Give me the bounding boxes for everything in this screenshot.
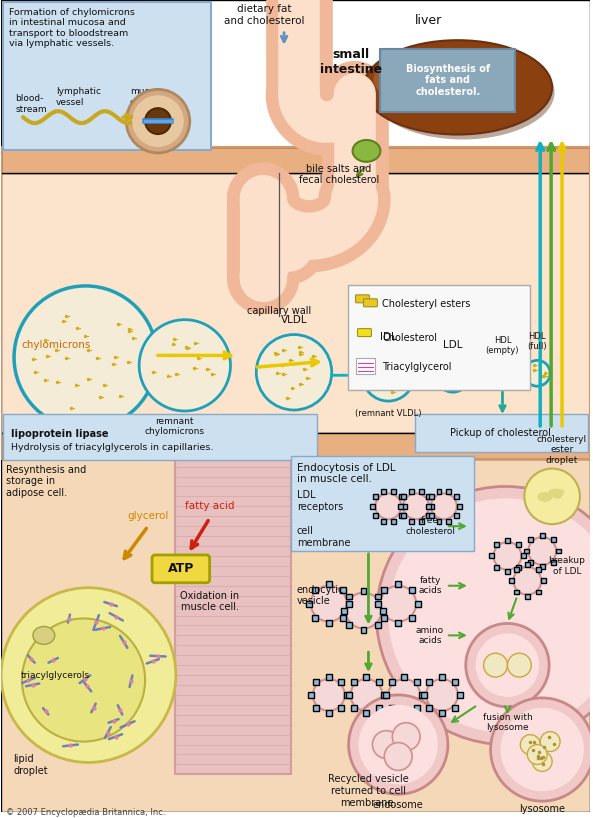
Circle shape xyxy=(139,320,231,411)
FancyBboxPatch shape xyxy=(514,590,518,595)
FancyBboxPatch shape xyxy=(340,587,346,592)
FancyBboxPatch shape xyxy=(429,504,435,509)
FancyBboxPatch shape xyxy=(306,600,312,607)
Text: cholesteryl
ester
droplet: cholesteryl ester droplet xyxy=(537,435,587,465)
FancyBboxPatch shape xyxy=(401,513,406,518)
Text: lymphatic
vessel: lymphatic vessel xyxy=(56,88,101,107)
Circle shape xyxy=(372,730,400,758)
FancyBboxPatch shape xyxy=(494,564,499,569)
Text: Cholesterol: Cholesterol xyxy=(382,333,438,343)
FancyBboxPatch shape xyxy=(415,414,588,452)
Text: © 2007 Encyclopædia Britannica, Inc.: © 2007 Encyclopædia Britannica, Inc. xyxy=(6,808,165,817)
FancyBboxPatch shape xyxy=(291,456,474,551)
FancyBboxPatch shape xyxy=(452,704,458,711)
Text: triacylglycerols: triacylglycerols xyxy=(21,671,90,680)
FancyBboxPatch shape xyxy=(516,542,521,547)
FancyBboxPatch shape xyxy=(447,519,451,524)
FancyBboxPatch shape xyxy=(419,488,423,494)
Text: VLDL: VLDL xyxy=(280,315,307,325)
Text: small
intestine: small intestine xyxy=(320,47,382,75)
FancyBboxPatch shape xyxy=(536,567,541,572)
FancyBboxPatch shape xyxy=(391,519,396,524)
FancyBboxPatch shape xyxy=(358,329,371,336)
FancyBboxPatch shape xyxy=(375,600,381,607)
FancyBboxPatch shape xyxy=(375,622,381,627)
FancyBboxPatch shape xyxy=(409,519,414,524)
FancyBboxPatch shape xyxy=(340,608,347,614)
Text: lysosome: lysosome xyxy=(519,804,565,814)
Text: amino
acids: amino acids xyxy=(416,626,444,645)
FancyBboxPatch shape xyxy=(351,679,357,685)
Text: fatty
acids: fatty acids xyxy=(418,576,442,596)
FancyBboxPatch shape xyxy=(326,710,331,716)
Circle shape xyxy=(377,487,593,744)
Ellipse shape xyxy=(33,627,55,645)
Circle shape xyxy=(508,654,531,677)
FancyBboxPatch shape xyxy=(514,567,518,572)
FancyBboxPatch shape xyxy=(346,692,352,698)
Text: free
cholesterol: free cholesterol xyxy=(405,516,455,536)
Ellipse shape xyxy=(353,140,380,162)
Circle shape xyxy=(540,731,560,752)
Circle shape xyxy=(145,108,171,134)
Circle shape xyxy=(359,705,438,784)
FancyBboxPatch shape xyxy=(381,488,386,494)
FancyBboxPatch shape xyxy=(356,294,369,303)
Circle shape xyxy=(393,723,420,751)
Circle shape xyxy=(313,679,345,711)
FancyBboxPatch shape xyxy=(447,488,451,494)
FancyBboxPatch shape xyxy=(381,587,387,592)
FancyBboxPatch shape xyxy=(308,692,314,698)
Circle shape xyxy=(132,96,184,147)
Text: Formation of chylomicrons
in intestinal mucosa and
transport to bloodstream
via : Formation of chylomicrons in intestinal … xyxy=(9,8,135,48)
FancyBboxPatch shape xyxy=(326,621,331,627)
FancyBboxPatch shape xyxy=(339,679,345,685)
FancyBboxPatch shape xyxy=(3,2,211,150)
FancyBboxPatch shape xyxy=(454,513,459,518)
Circle shape xyxy=(256,335,331,410)
FancyBboxPatch shape xyxy=(419,692,425,698)
FancyBboxPatch shape xyxy=(457,692,463,698)
FancyBboxPatch shape xyxy=(414,679,420,685)
FancyBboxPatch shape xyxy=(376,679,382,685)
FancyBboxPatch shape xyxy=(525,594,530,599)
Text: ATP: ATP xyxy=(168,562,194,575)
FancyBboxPatch shape xyxy=(401,710,407,716)
FancyBboxPatch shape xyxy=(414,704,420,711)
Circle shape xyxy=(14,286,157,429)
FancyBboxPatch shape xyxy=(1,173,590,433)
Text: Hydrolysis of triacylglycerols in capillaries.: Hydrolysis of triacylglycerols in capill… xyxy=(11,443,213,452)
Circle shape xyxy=(527,744,547,765)
Circle shape xyxy=(384,743,412,771)
FancyBboxPatch shape xyxy=(551,537,556,542)
FancyBboxPatch shape xyxy=(436,519,441,524)
FancyBboxPatch shape xyxy=(398,495,404,500)
Ellipse shape xyxy=(364,40,552,134)
Circle shape xyxy=(476,633,539,697)
FancyBboxPatch shape xyxy=(313,679,319,685)
Ellipse shape xyxy=(398,61,478,90)
Circle shape xyxy=(375,493,401,519)
FancyBboxPatch shape xyxy=(346,600,352,607)
FancyBboxPatch shape xyxy=(409,614,415,621)
Ellipse shape xyxy=(374,50,512,110)
FancyBboxPatch shape xyxy=(370,504,375,509)
FancyBboxPatch shape xyxy=(436,488,441,494)
Text: HDL
(empty): HDL (empty) xyxy=(486,336,519,355)
FancyBboxPatch shape xyxy=(457,504,463,509)
FancyBboxPatch shape xyxy=(494,542,499,547)
Circle shape xyxy=(493,542,521,570)
FancyBboxPatch shape xyxy=(536,590,541,595)
FancyBboxPatch shape xyxy=(1,433,590,459)
FancyBboxPatch shape xyxy=(388,679,394,685)
Circle shape xyxy=(524,361,550,386)
FancyBboxPatch shape xyxy=(505,537,510,542)
FancyBboxPatch shape xyxy=(346,622,352,627)
FancyBboxPatch shape xyxy=(525,563,530,568)
FancyBboxPatch shape xyxy=(489,554,494,559)
FancyBboxPatch shape xyxy=(347,285,530,390)
FancyBboxPatch shape xyxy=(409,587,415,592)
FancyBboxPatch shape xyxy=(528,560,534,564)
Circle shape xyxy=(514,567,541,595)
